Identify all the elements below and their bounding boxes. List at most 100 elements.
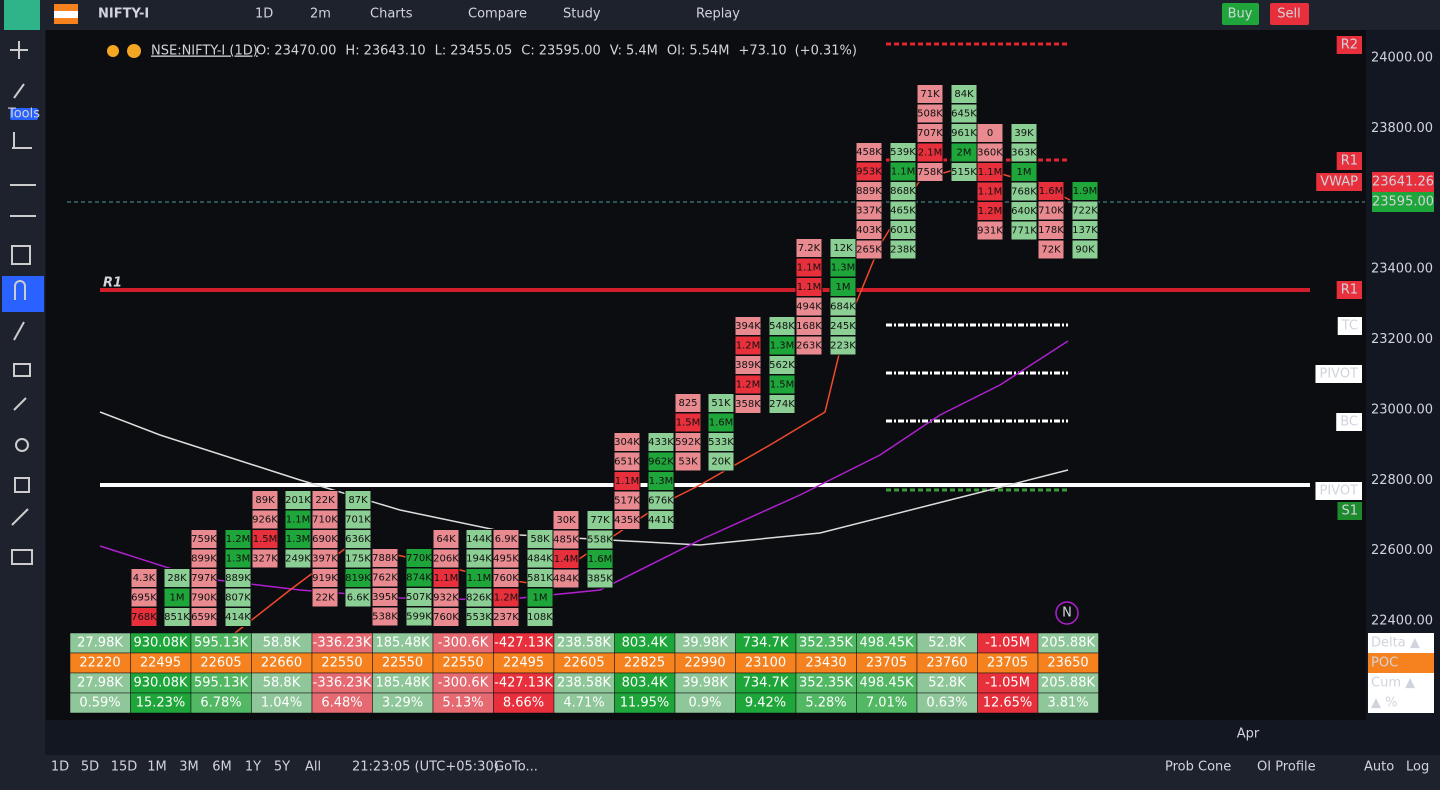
footprint-text: 710K <box>312 515 338 526</box>
price-badge <box>1372 192 1434 212</box>
level-box <box>1315 482 1362 500</box>
stats-text: 22660 <box>261 656 302 671</box>
footprint-text: 1M <box>1017 167 1032 178</box>
stats-text: 22495 <box>503 656 544 671</box>
footprint-cell <box>976 220 1004 241</box>
footprint-text: 1.6M <box>1039 186 1064 197</box>
footprint-text: 932K <box>433 593 459 604</box>
footprint-cell <box>707 451 735 472</box>
legend-label: O: <box>256 44 270 59</box>
log[interactable]: Log <box>1406 760 1429 775</box>
marker-label: N <box>1062 606 1072 621</box>
stats-text: 734.7K <box>743 676 789 691</box>
stats-row-label: Delta ▲ <box>1371 636 1420 651</box>
footprint-text: 2.1M <box>918 148 943 159</box>
sell-button[interactable] <box>1270 3 1309 25</box>
footprint-text: 768K <box>1011 187 1037 198</box>
sell-label[interactable]: Sell <box>1277 7 1300 22</box>
footprint-cell <box>1037 239 1065 260</box>
footprint-text: 538K <box>372 612 398 623</box>
footprint-text: 433K <box>648 437 674 448</box>
tool-icons <box>10 41 36 565</box>
footprint-text: 144K <box>466 534 492 545</box>
range-button[interactable]: 5Y <box>274 760 290 775</box>
stats-text: 58.8K <box>263 636 301 651</box>
footprint-text: 1.2M <box>978 206 1003 217</box>
toolbar-study[interactable]: Study <box>563 7 601 22</box>
footprint-cell <box>432 607 460 627</box>
range-button[interactable]: 6M <box>212 760 232 775</box>
footprint-text: 539K <box>890 147 916 158</box>
auto[interactable]: Auto <box>1364 760 1394 775</box>
stats-text: 23705 <box>866 656 907 671</box>
range-button[interactable]: 1Y <box>245 760 261 775</box>
stats-text: 23760 <box>926 656 967 671</box>
footprint-text: 1.3M <box>649 476 674 487</box>
level-label: TC <box>1341 319 1358 334</box>
stats-text: 27.98K <box>77 636 123 651</box>
time-label: Apr <box>1237 727 1260 742</box>
footprint-text: 71K <box>920 89 940 100</box>
range-button[interactable]: 15D <box>111 760 138 775</box>
oi-profile[interactable]: OI Profile <box>1257 760 1316 775</box>
legend-change-pct: (+0.31%) <box>795 44 857 59</box>
stats-text: 23100 <box>745 656 786 671</box>
range-button[interactable]: 1M <box>147 760 167 775</box>
footprint-text: 684K <box>830 302 856 313</box>
footprint-text: 1.1M <box>978 187 1003 198</box>
footprint-text: 889K <box>856 186 882 197</box>
range-button[interactable]: 1D <box>51 760 69 775</box>
stats-text: 12.65% <box>983 696 1033 711</box>
stats-text: 6.48% <box>321 696 362 711</box>
toolbar-replay[interactable]: Replay <box>696 7 740 22</box>
footprint-text: 89K <box>255 495 275 506</box>
footprint-text: 759K <box>191 534 217 545</box>
buy-button[interactable] <box>1222 3 1259 25</box>
stats-text: 0.9% <box>688 696 721 711</box>
level-label: S1 <box>1341 504 1358 519</box>
footprint-text: 4.3K <box>133 573 156 584</box>
stats-text: 22550 <box>321 656 362 671</box>
footprint-text: 825 <box>678 398 697 409</box>
range-button[interactable]: 3M <box>179 760 199 775</box>
range-button[interactable]: All <box>305 760 321 775</box>
level-label: BC <box>1340 415 1358 430</box>
buy-label[interactable]: Buy <box>1228 7 1253 22</box>
price-badge <box>1372 172 1434 192</box>
toolbar-timeframe[interactable]: 2m <box>310 7 331 22</box>
stats-text: -300.6K <box>438 676 489 691</box>
footprint-text: 1.6M <box>588 554 613 565</box>
footprint-text: 762K <box>372 573 398 584</box>
footprint-text: 760K <box>433 612 459 623</box>
footprint-text: 30K <box>556 515 576 526</box>
footprint-text: 0 <box>987 128 993 139</box>
footprint-text: 435K <box>614 515 640 526</box>
prob-cone[interactable]: Prob Cone <box>1165 760 1231 775</box>
footprint-text: 72K <box>1041 245 1061 256</box>
footprint-text: 458K <box>856 147 882 158</box>
footprint-text: 84K <box>954 89 974 100</box>
footprint-text: 485K <box>553 535 579 546</box>
left-toolbar <box>0 30 45 790</box>
footprint-text: 508K <box>917 109 943 120</box>
symbol[interactable]: NIFTY-I <box>98 7 149 22</box>
footprint-text: 1.3M <box>770 341 795 352</box>
toolbar-interval[interactable]: 1D <box>255 7 273 22</box>
stats-text: 23650 <box>1047 656 1088 671</box>
legend-value: 23455.05 <box>450 44 512 59</box>
footprint-text: 722K <box>1072 206 1098 217</box>
goto[interactable]: GoTo... <box>494 760 538 775</box>
chart-area <box>46 30 1366 720</box>
toolbar-compare[interactable]: Compare <box>468 7 527 22</box>
footprint-text: 363K <box>1011 148 1037 159</box>
footprint-cell <box>647 510 675 530</box>
level-label: PIVOT <box>1319 484 1358 499</box>
footprint-cell <box>284 548 312 569</box>
range-button[interactable]: 5D <box>81 760 99 775</box>
footprint-text: 194K <box>466 554 492 565</box>
stats-text: 734.7K <box>743 636 789 651</box>
footprint-text: 710K <box>1038 206 1064 217</box>
footprint-text: 899K <box>191 554 217 565</box>
toolbar-charts[interactable]: Charts <box>370 7 413 22</box>
footprint-text: 953K <box>856 167 882 178</box>
